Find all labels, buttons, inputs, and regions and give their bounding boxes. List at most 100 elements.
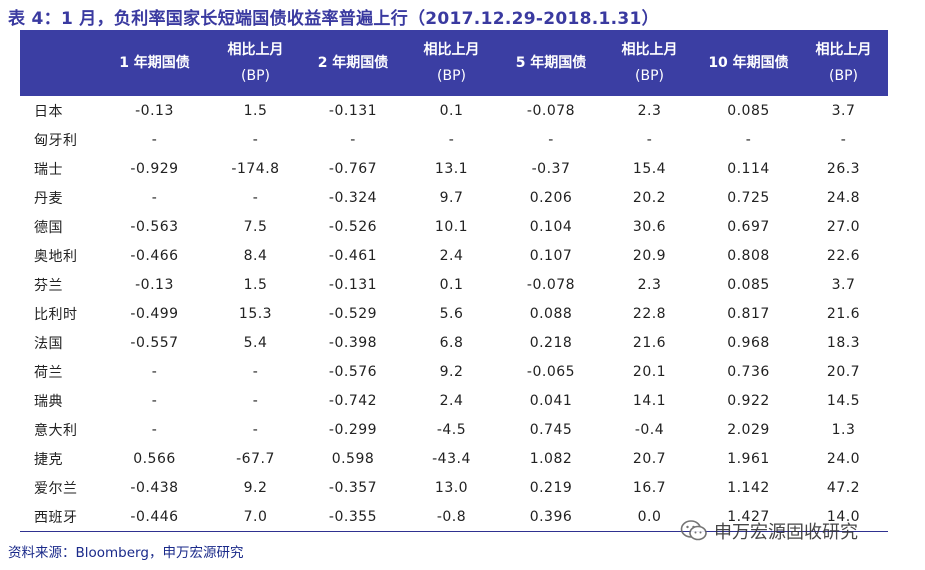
value-cell: -0.742 xyxy=(304,386,402,415)
column-header: 相比上月 (BP) xyxy=(601,30,698,96)
value-cell: 5.4 xyxy=(207,328,304,357)
value-cell: 10.1 xyxy=(402,212,501,241)
value-cell: - xyxy=(601,125,698,154)
value-cell: 0.396 xyxy=(501,502,601,532)
value-cell: 22.6 xyxy=(799,241,888,270)
value-cell: 1.961 xyxy=(698,444,799,473)
table-row: 丹麦 - - -0.324 9.7 0.206 20.2 0.725 24.8 xyxy=(20,183,888,212)
value-cell: 0.566 xyxy=(102,444,207,473)
value-cell: 0.736 xyxy=(698,357,799,386)
country-cell: 丹麦 xyxy=(20,183,102,212)
value-cell: 0.1 xyxy=(402,270,501,299)
table-body: 日本 -0.13 1.5 -0.131 0.1 -0.078 2.3 0.085 3.7 匈牙利 -… xyxy=(20,96,888,532)
value-cell: - xyxy=(102,357,207,386)
column-header-label: 10 年期国债 xyxy=(708,55,788,71)
value-cell: -0.526 xyxy=(304,212,402,241)
value-cell: 20.7 xyxy=(601,444,698,473)
value-cell: -0.299 xyxy=(304,415,402,444)
value-cell: 21.6 xyxy=(601,328,698,357)
table-row: 德国 -0.563 7.5 -0.526 10.1 0.104 30.6 0.697 27.0 xyxy=(20,212,888,241)
value-cell: - xyxy=(304,125,402,154)
value-cell: -0.13 xyxy=(102,96,207,125)
country-cell: 瑞士 xyxy=(20,154,102,183)
value-cell: - xyxy=(207,357,304,386)
value-cell: -0.4 xyxy=(601,415,698,444)
column-header-unit: (BP) xyxy=(207,63,304,89)
value-cell: 13.1 xyxy=(402,154,501,183)
value-cell: 0.598 xyxy=(304,444,402,473)
table-row: 日本 -0.13 1.5 -0.131 0.1 -0.078 2.3 0.085 3.7 xyxy=(20,96,888,125)
column-header: 相比上月 (BP) xyxy=(402,30,501,96)
value-cell: 9.7 xyxy=(402,183,501,212)
country-cell: 瑞典 xyxy=(20,386,102,415)
table-header: 1 年期国债 相比上月 (BP) 2 年期国债 相比上月 (BP) 5 年期国债 相比上月 (B… xyxy=(20,30,888,96)
value-cell: -0.355 xyxy=(304,502,402,532)
value-cell: 2.4 xyxy=(402,386,501,415)
value-cell: - xyxy=(102,386,207,415)
value-cell: -0.438 xyxy=(102,473,207,502)
value-cell: -0.078 xyxy=(501,96,601,125)
table-row: 奥地利 -0.466 8.4 -0.461 2.4 0.107 20.9 0.808 22.6 xyxy=(20,241,888,270)
value-cell: 5.6 xyxy=(402,299,501,328)
value-cell: 0.697 xyxy=(698,212,799,241)
value-cell: -0.446 xyxy=(102,502,207,532)
value-cell: 1.082 xyxy=(501,444,601,473)
value-cell: - xyxy=(207,386,304,415)
value-cell: -0.529 xyxy=(304,299,402,328)
column-header: 相比上月 (BP) xyxy=(799,30,888,96)
value-cell: 2.3 xyxy=(601,270,698,299)
value-cell: 0.085 xyxy=(698,270,799,299)
value-cell: -0.499 xyxy=(102,299,207,328)
value-cell: 3.7 xyxy=(799,96,888,125)
table-row: 意大利 - - -0.299 -4.5 0.745 -0.4 2.029 1.3 xyxy=(20,415,888,444)
column-header: 5 年期国债 xyxy=(501,30,601,96)
column-header: 1 年期国债 xyxy=(102,30,207,96)
value-cell: 2.029 xyxy=(698,415,799,444)
value-cell: 0.088 xyxy=(501,299,601,328)
value-cell: -0.929 xyxy=(102,154,207,183)
value-cell: 0.114 xyxy=(698,154,799,183)
column-header-unit: (BP) xyxy=(799,63,888,89)
value-cell: 0.104 xyxy=(501,212,601,241)
column-header: 2 年期国债 xyxy=(304,30,402,96)
value-cell: 1.142 xyxy=(698,473,799,502)
value-cell: 0.808 xyxy=(698,241,799,270)
header-row: 1 年期国债 相比上月 (BP) 2 年期国债 相比上月 (BP) 5 年期国债 相比上月 (B… xyxy=(20,30,888,96)
value-cell: 0.206 xyxy=(501,183,601,212)
value-cell: 18.3 xyxy=(799,328,888,357)
value-cell: 24.8 xyxy=(799,183,888,212)
value-cell: - xyxy=(102,415,207,444)
table-row: 荷兰 - - -0.576 9.2 -0.065 20.1 0.736 20.7 xyxy=(20,357,888,386)
column-header-label: 5 年期国债 xyxy=(516,55,587,71)
value-cell: - xyxy=(698,125,799,154)
value-cell: 2.3 xyxy=(601,96,698,125)
value-cell: - xyxy=(207,125,304,154)
value-cell: 24.0 xyxy=(799,444,888,473)
table-row: 瑞典 - - -0.742 2.4 0.041 14.1 0.922 14.5 xyxy=(20,386,888,415)
watermark: 申万宏源固收研究 xyxy=(680,518,858,544)
value-cell: 16.7 xyxy=(601,473,698,502)
country-cell: 奥地利 xyxy=(20,241,102,270)
value-cell: - xyxy=(102,183,207,212)
value-cell: 47.2 xyxy=(799,473,888,502)
value-cell: 6.8 xyxy=(402,328,501,357)
value-cell: -0.563 xyxy=(102,212,207,241)
value-cell: 0.085 xyxy=(698,96,799,125)
value-cell: 20.1 xyxy=(601,357,698,386)
table-title: 表 4：1 月，负利率国家长短端国债收益率普遍上行（2017.12.29-201… xyxy=(8,4,659,29)
value-cell: 14.5 xyxy=(799,386,888,415)
table-row: 捷克 0.566 -67.7 0.598 -43.4 1.082 20.7 1.961 24.0 xyxy=(20,444,888,473)
value-cell: 7.5 xyxy=(207,212,304,241)
value-cell: -43.4 xyxy=(402,444,501,473)
country-cell: 西班牙 xyxy=(20,502,102,532)
wechat-icon xyxy=(680,519,708,543)
value-cell: 1.3 xyxy=(799,415,888,444)
value-cell: 22.8 xyxy=(601,299,698,328)
value-cell: 8.4 xyxy=(207,241,304,270)
value-cell: 0.745 xyxy=(501,415,601,444)
value-cell: 9.2 xyxy=(402,357,501,386)
country-cell: 捷克 xyxy=(20,444,102,473)
value-cell: 14.1 xyxy=(601,386,698,415)
column-header-label: 相比上月 xyxy=(228,42,284,58)
value-cell: 15.3 xyxy=(207,299,304,328)
